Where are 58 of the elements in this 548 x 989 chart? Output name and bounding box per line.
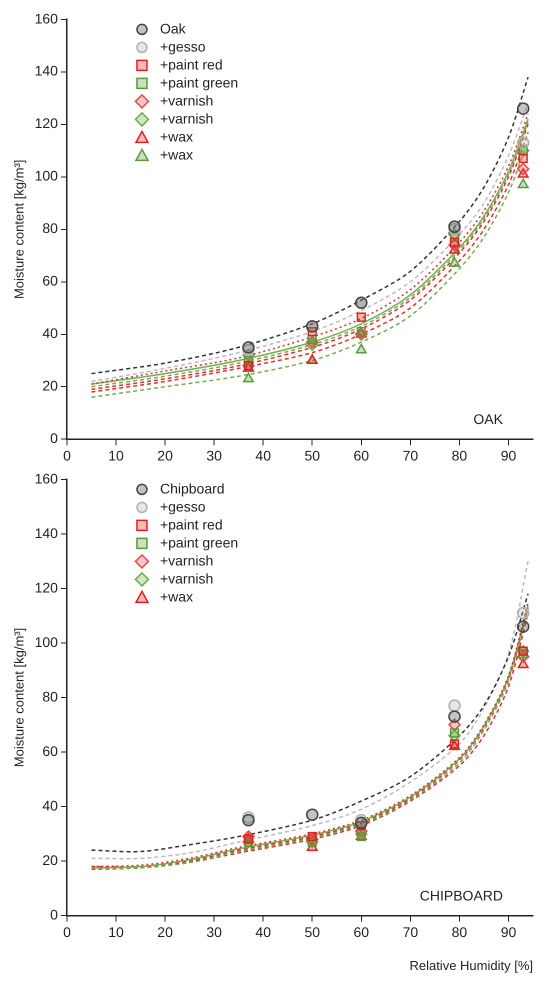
annotation: OAK	[473, 411, 504, 428]
x-tick-label: 40	[255, 924, 272, 940]
x-tick-label: 20	[157, 924, 174, 940]
y-tick-label: 160	[34, 10, 58, 26]
legend-label: +paint red	[160, 516, 223, 532]
y-tick-label: 80	[42, 220, 58, 236]
y-tick-label: 20	[42, 378, 58, 394]
x-tick-label: 80	[452, 924, 468, 940]
x-tick-label: 50	[304, 447, 320, 464]
y-tick-label: 40	[42, 797, 58, 814]
legend-label: +varnish	[160, 110, 214, 126]
y-tick-label: 60	[42, 742, 58, 759]
x-tick-label: 0	[63, 924, 72, 940]
legend-label: +paint red	[160, 56, 223, 72]
x-tick-label: 30	[206, 447, 222, 464]
legend-label: +paint green	[160, 74, 238, 90]
x-tick-label: 70	[402, 447, 418, 464]
legend-label: +varnish	[160, 92, 214, 108]
y-tick-label: 120	[34, 579, 58, 596]
legend-label: Chipboard	[160, 480, 225, 496]
x-tick-label: 10	[108, 924, 124, 940]
y-tick-label: 0	[50, 906, 58, 922]
x-tick-label: 30	[206, 924, 222, 940]
y-tick-label: 140	[34, 524, 58, 541]
legend-label: +wax	[160, 128, 194, 144]
y-axis-title: Moisture content [kg/m³]	[11, 628, 26, 768]
y-tick-label: 120	[34, 115, 58, 132]
x-tick-label: 20	[157, 447, 174, 464]
x-tick-label: 50	[304, 924, 320, 940]
legend-label: +varnish	[160, 570, 214, 586]
x-tick-label: 10	[108, 447, 124, 464]
x-axis-title: Relative Humidity [%]	[409, 958, 533, 973]
y-tick-label: 100	[34, 168, 58, 184]
x-tick-label: 70	[402, 924, 418, 940]
x-tick-label: 60	[354, 924, 370, 940]
x-tick-label: 40	[255, 447, 272, 464]
x-tick-label: 60	[354, 447, 370, 464]
x-tick-label: 0	[63, 447, 72, 464]
y-tick-label: 20	[42, 852, 58, 868]
y-axis-title: Moisture content [kg/m³]	[11, 160, 26, 300]
x-tick-label: 80	[452, 447, 468, 464]
legend-label: +varnish	[160, 552, 214, 568]
y-tick-label: 160	[34, 470, 58, 486]
legend-label: +gesso	[160, 498, 206, 514]
y-tick-label: 100	[34, 634, 58, 650]
y-tick-label: 40	[42, 325, 58, 342]
y-tick-label: 140	[34, 62, 58, 79]
y-tick-label: 60	[42, 272, 58, 289]
x-tick-label: 90	[500, 924, 516, 940]
legend-label: +wax	[160, 146, 194, 162]
legend-label: +wax	[160, 588, 194, 604]
legend-label: +gesso	[160, 38, 206, 54]
y-tick-label: 0	[50, 430, 58, 446]
x-tick-label: 90	[500, 447, 516, 464]
legend-label: Oak	[160, 20, 187, 36]
legend-label: +paint green	[160, 534, 238, 550]
annotation: CHIPBOARD	[420, 887, 503, 904]
y-tick-label: 80	[42, 688, 58, 704]
